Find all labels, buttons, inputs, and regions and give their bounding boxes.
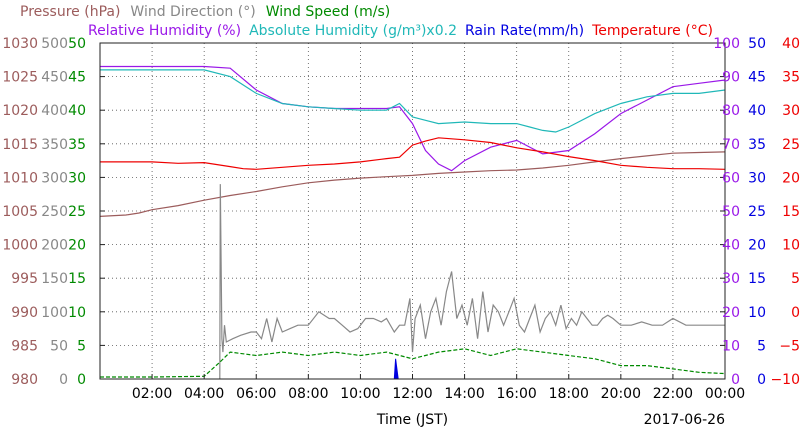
x-tick-label: 08:00 [288,386,328,402]
date-label: 2017-06-26 [644,412,725,428]
y-tick-label: 30 [68,170,86,186]
x-tick-label: 00:00 [705,386,745,402]
series-relative-humidity [100,65,726,172]
y-tick-label: 0 [77,372,86,388]
y-tick-label: 25 [68,204,86,220]
y-tick-label: 20 [748,238,766,254]
legend-entry: Wind Direction (°) [130,4,255,20]
y-tick-label: 100 [41,305,68,321]
y-tick-label: 50 [748,36,766,52]
x-axis-label: Time (JST) [376,412,448,428]
y-tick-label: 995 [11,271,38,287]
y-tick-label: 1015 [2,137,38,153]
y-tick-label: 30 [782,103,800,119]
x-tick-label: 20:00 [601,386,641,402]
y-tick-label: 350 [41,137,68,153]
series-wind-speed-m-s [100,348,726,378]
y-tick-label: 0 [731,372,740,388]
y-tick-label: 450 [41,70,68,86]
y-tick-label: 35 [68,137,86,153]
y-tick-label: 35 [748,137,766,153]
legend-entry: Wind Speed (m/s) [266,4,391,20]
y-tick-label: 980 [11,372,38,388]
y-tick-label: 25 [782,137,800,153]
y-tick-label: 30 [722,271,740,287]
y-tick-label: 30 [748,170,766,186]
series-temperature-c [100,137,726,170]
y-tick-label: 990 [11,305,38,321]
legend-entry: Temperature (°C) [591,23,713,39]
series-wind-direction [219,184,725,380]
y-tick-label: 0 [791,305,800,321]
legend-entry: Rain Rate(mm/h) [465,23,584,39]
y-tick-label: 10 [68,305,86,321]
y-tick-label: 10 [748,305,766,321]
y-tick-label: 15 [782,204,800,220]
y-tick-label: 5 [757,338,766,354]
y-tick-label: 300 [41,170,68,186]
y-tick-label: 40 [782,36,800,52]
legend-entry: Relative Humidity (%) [88,23,241,39]
y-tick-label: 20 [68,238,86,254]
series-absolute-humidity-g-m-x [100,69,726,133]
y-tick-label: 0 [757,372,766,388]
y-tick-label: 15 [748,271,766,287]
series-rain-rate [393,358,399,380]
x-tick-label: 14:00 [444,386,484,402]
y-tick-label: 1020 [2,103,38,119]
y-tick-label: −5 [779,338,800,354]
y-tick-label: 100 [713,36,740,52]
y-tick-label: 40 [722,238,740,254]
y-tick-label: 985 [11,338,38,354]
y-tick-label: 500 [41,36,68,52]
y-tick-label: 40 [68,103,86,119]
x-tick-label: 02:00 [132,386,172,402]
y-tick-label: 35 [782,70,800,86]
y-tick-label: 10 [722,338,740,354]
y-tick-label: 1010 [2,170,38,186]
y-tick-label: 1005 [2,204,38,220]
y-tick-label: 400 [41,103,68,119]
y-tick-label: 45 [748,70,766,86]
legend-entry: Pressure (hPa) [20,4,120,20]
y-tick-label: 250 [41,204,68,220]
series-pressure-hpa [99,151,726,217]
y-tick-label: 90 [722,70,740,86]
y-tick-label: 40 [748,103,766,119]
y-tick-label: 5 [77,338,86,354]
x-tick-label: 10:00 [340,386,380,402]
y-tick-label: 10 [782,238,800,254]
y-tick-label: 150 [41,271,68,287]
y-tick-label: 5 [791,271,800,287]
y-tick-label: 1000 [2,238,38,254]
y-tick-label: −10 [770,372,800,388]
y-tick-label: 20 [722,305,740,321]
y-tick-label: 45 [68,70,86,86]
y-tick-label: 0 [59,372,68,388]
y-tick-label: 80 [722,103,740,119]
y-tick-label: 200 [41,238,68,254]
y-tick-label: 70 [722,137,740,153]
x-tick-label: 16:00 [496,386,536,402]
y-tick-label: 15 [68,271,86,287]
y-tick-label: 50 [50,338,68,354]
x-tick-label: 04:00 [184,386,224,402]
y-tick-label: 20 [782,170,800,186]
y-tick-label: 1025 [2,70,38,86]
y-tick-label: 50 [68,36,86,52]
y-tick-label: 25 [748,204,766,220]
x-tick-label: 22:00 [653,386,693,402]
x-tick-label: 06:00 [236,386,276,402]
y-tick-label: 60 [722,170,740,186]
y-tick-label: 50 [722,204,740,220]
legend-entry: Absolute Humidity (g/m³)x0.2 [249,23,457,39]
y-tick-label: 1030 [2,36,38,52]
x-tick-label: 18:00 [549,386,589,402]
x-tick-label: 12:00 [392,386,432,402]
